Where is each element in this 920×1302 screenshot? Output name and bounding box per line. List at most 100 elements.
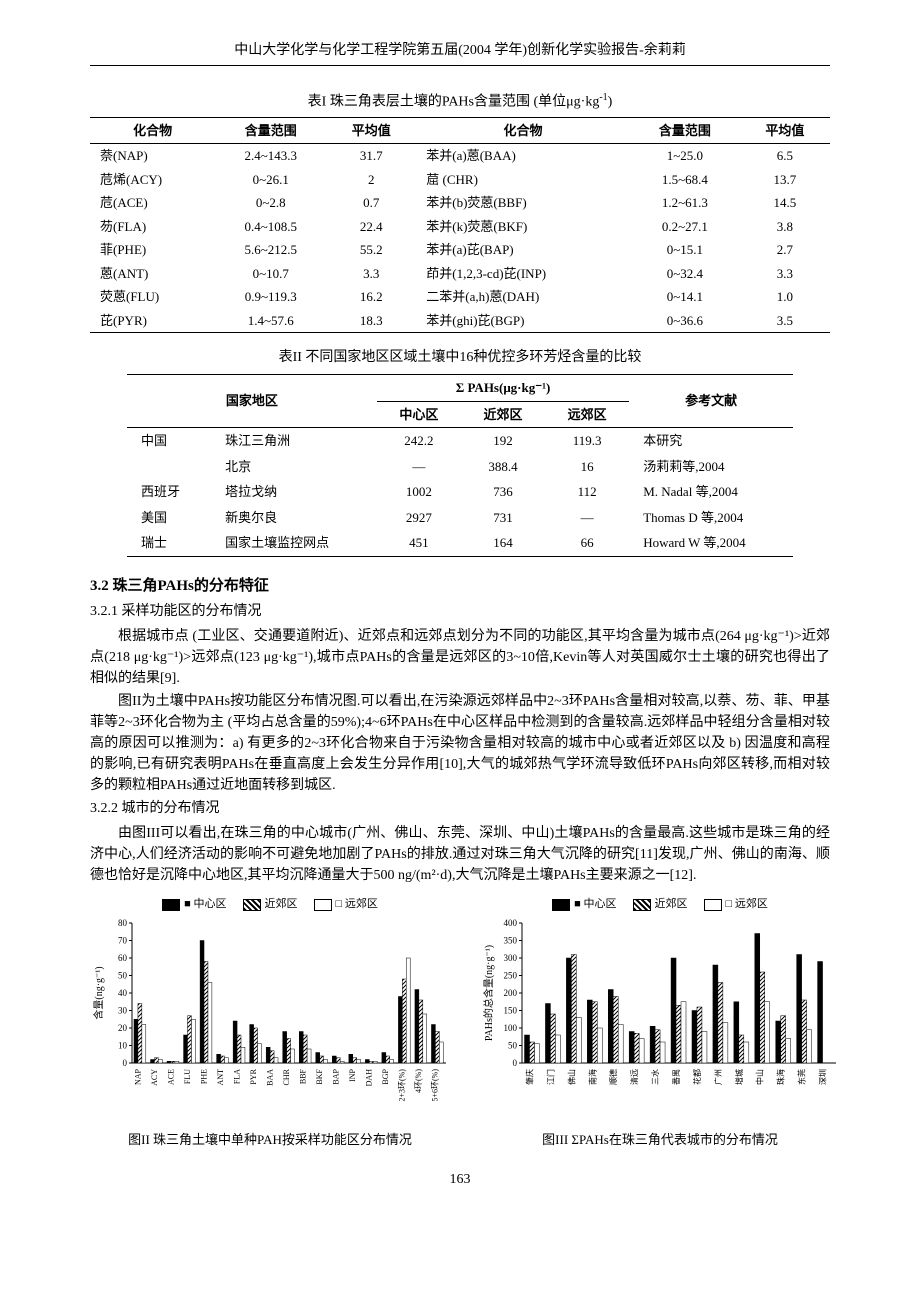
table1-cell: 1.0 (740, 285, 830, 309)
table1-cell: 2.4~143.3 (215, 144, 326, 168)
legend-outer-label: 远郊区 (345, 898, 378, 910)
svg-text:CHR: CHR (282, 1068, 291, 1085)
table2-row: 北京—388.416汤莉莉等,2004 (127, 454, 793, 480)
table2-row: 瑞士国家土壤监控网点45116466Howard W 等,2004 (127, 530, 793, 556)
table2-h-ref: 参考文献 (629, 375, 793, 428)
svg-text:花都: 花都 (692, 1069, 702, 1085)
table1-cell: 苯并(a)芘(BAP) (416, 238, 630, 262)
table1-h0: 化合物 (90, 117, 215, 144)
table2-cell: 112 (545, 479, 629, 505)
table2-caption: 表II 不同国家地区区域土壤中16种优控多环芳烃含量的比较 (90, 347, 830, 368)
legend-center-label: 中心区 (194, 898, 227, 910)
svg-text:10: 10 (118, 1040, 128, 1050)
svg-text:PYR: PYR (249, 1068, 258, 1084)
table1-cell: 0~26.1 (215, 168, 326, 192)
table2: 国家地区 Σ PAHs(μg·kg⁻¹) 参考文献 中心区 近郊区 远郊区 中国… (127, 374, 793, 557)
table1-row: 菲(PHE)5.6~212.555.2苯并(a)芘(BAP)0~15.12.7 (90, 238, 830, 262)
table2-cell: 192 (461, 428, 545, 454)
legend-center3-label: 中心区 (584, 898, 617, 910)
table2-cell: 164 (461, 530, 545, 556)
table1-cell: 0~36.6 (630, 309, 740, 333)
svg-text:FLU: FLU (183, 1068, 192, 1083)
svg-text:NAP: NAP (133, 1068, 142, 1085)
table2-cell: 16 (545, 454, 629, 480)
svg-text:150: 150 (504, 1005, 518, 1015)
section-3-2-title: 3.2 珠三角PAHs的分布特征 (90, 575, 830, 598)
table2-h-sigma: Σ PAHs(μg·kg⁻¹) (377, 375, 629, 402)
table1-cell: 0~32.4 (630, 262, 740, 286)
svg-text:增城: 增城 (734, 1069, 744, 1085)
table1-cell: 0.2~27.1 (630, 215, 740, 239)
table1-cell: 萘(NAP) (90, 144, 215, 168)
table1-cell: 1.2~61.3 (630, 191, 740, 215)
table2-cell: 66 (545, 530, 629, 556)
table2-cell: 本研究 (629, 428, 793, 454)
table2-cell: 736 (461, 479, 545, 505)
table2-sh4: 远郊区 (545, 401, 629, 428)
svg-text:南海: 南海 (587, 1069, 597, 1085)
table1-cell: 31.7 (326, 144, 416, 168)
table1-caption-sup: -1 (599, 92, 607, 103)
svg-text:300: 300 (504, 953, 518, 963)
svg-text:FLA: FLA (232, 1068, 241, 1083)
para2: 图II为土壤中PAHs按功能区分布情况图.可以看出,在污染源远郊样品中2~3环P… (90, 691, 830, 796)
para1: 根据城市点 (工业区、交通要道附近)、近郊点和远郊点划分为不同的功能区,其平均含… (90, 626, 830, 689)
legend-suburb-label: 近郊区 (265, 898, 298, 910)
svg-text:BAP: BAP (332, 1068, 341, 1084)
svg-text:BBF: BBF (299, 1068, 308, 1084)
table1-cell: 0~14.1 (630, 285, 740, 309)
svg-text:400: 400 (504, 918, 518, 928)
svg-text:40: 40 (118, 988, 128, 998)
table1-cell: 䓛 (CHR) (416, 168, 630, 192)
table2-cell: 美国 (127, 505, 211, 531)
table1-cell: 3.8 (740, 215, 830, 239)
table2-cell: 1002 (377, 479, 461, 505)
table1-h1: 含量范围 (215, 117, 326, 144)
table1-cell: 0~2.8 (215, 191, 326, 215)
table1-row: 芘(PYR)1.4~57.618.3苯并(ghi)芘(BGP)0~36.63.5 (90, 309, 830, 333)
svg-text:20: 20 (118, 1023, 128, 1033)
table1-cell: 苯并(k)荧蒽(BKF) (416, 215, 630, 239)
svg-text:ACE: ACE (166, 1069, 175, 1085)
table1-cell: 苊烯(ACY) (90, 168, 215, 192)
svg-text:含量(ng·g⁻¹): 含量(ng·g⁻¹) (92, 966, 105, 1019)
svg-text:江门: 江门 (545, 1069, 555, 1085)
svg-text:ACY: ACY (150, 1068, 159, 1085)
svg-text:三水: 三水 (650, 1069, 660, 1085)
svg-text:100: 100 (504, 1023, 518, 1033)
table1-cell: 菲(PHE) (90, 238, 215, 262)
legend-outer: □ 远郊区 (314, 896, 378, 913)
table1-cell: 1.5~68.4 (630, 168, 740, 192)
table1-cell: 5.6~212.5 (215, 238, 326, 262)
table1-cell: 0~10.7 (215, 262, 326, 286)
svg-text:清远: 清远 (629, 1069, 639, 1085)
svg-text:广州: 广州 (713, 1069, 723, 1085)
svg-text:珠海: 珠海 (776, 1069, 786, 1085)
table1-cell: 0.9~119.3 (215, 285, 326, 309)
table2-cell: 西班牙 (127, 479, 211, 505)
table2-cell: 388.4 (461, 454, 545, 480)
table1-cell: 荧蒽(FLU) (90, 285, 215, 309)
table1-cell: 2.7 (740, 238, 830, 262)
table2-cell: 新奥尔良 (211, 505, 377, 531)
svg-text:BAA: BAA (265, 1068, 274, 1085)
table1-cell: 苯并(b)荧蒽(BBF) (416, 191, 630, 215)
svg-text:0: 0 (513, 1058, 518, 1068)
svg-text:顺德: 顺德 (608, 1069, 618, 1085)
table2-cell (127, 454, 211, 480)
svg-text:60: 60 (118, 953, 128, 963)
table2-cell: 北京 (211, 454, 377, 480)
svg-text:BKF: BKF (315, 1068, 324, 1084)
table1-cell: 18.3 (326, 309, 416, 333)
table1-h4: 含量范围 (630, 117, 740, 144)
table1-cell: 0.7 (326, 191, 416, 215)
table2-cell: Thomas D 等,2004 (629, 505, 793, 531)
svg-text:PAHs的总含量(ng·g⁻¹): PAHs的总含量(ng·g⁻¹) (482, 945, 495, 1041)
chart2-caption: 图II 珠三角土壤中单种PAH按采样功能区分布情况 (90, 1130, 450, 1150)
table2-cell: 塔拉戈纳 (211, 479, 377, 505)
table1-cell: 茚并(1,2,3-cd)芘(INP) (416, 262, 630, 286)
table1-row: 荧蒽(FLU)0.9~119.316.2二苯并(a,h)蒽(DAH)0~14.1… (90, 285, 830, 309)
table1-cell: 苯并(ghi)芘(BGP) (416, 309, 630, 333)
table1-cell: 蒽(ANT) (90, 262, 215, 286)
table2-header-row1: 国家地区 Σ PAHs(μg·kg⁻¹) 参考文献 (127, 375, 793, 402)
